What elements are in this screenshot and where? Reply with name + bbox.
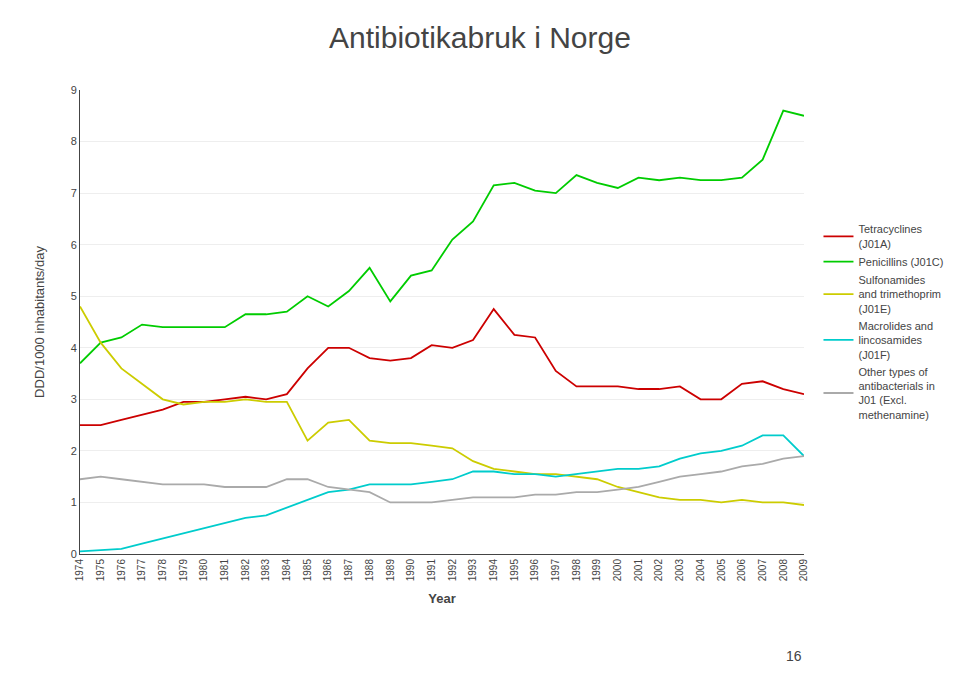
svg-text:2006: 2006: [736, 559, 747, 582]
svg-text:3: 3: [71, 393, 77, 405]
svg-text:2002: 2002: [653, 559, 664, 582]
svg-text:2000: 2000: [612, 559, 623, 582]
svg-text:1976: 1976: [116, 559, 127, 582]
svg-text:4: 4: [71, 342, 77, 354]
svg-text:0: 0: [71, 548, 77, 560]
svg-text:1993: 1993: [467, 559, 478, 582]
svg-text:1978: 1978: [157, 559, 168, 582]
svg-text:8: 8: [71, 135, 77, 147]
svg-text:1999: 1999: [591, 559, 602, 582]
svg-text:Macrolides andlincosamides(J01: Macrolides andlincosamides(J01F): [858, 320, 933, 361]
svg-text:7: 7: [71, 187, 77, 199]
svg-text:1990: 1990: [405, 559, 416, 582]
svg-text:1987: 1987: [343, 559, 354, 582]
svg-text:6: 6: [71, 239, 77, 251]
svg-text:1994: 1994: [488, 559, 499, 582]
svg-text:1995: 1995: [509, 559, 520, 582]
svg-text:2007: 2007: [757, 559, 768, 582]
svg-text:2009: 2009: [798, 559, 809, 582]
svg-text:2005: 2005: [716, 559, 727, 582]
svg-text:1997: 1997: [550, 559, 561, 582]
svg-text:Antibiotikabruk i Norge: Antibiotikabruk i Norge: [329, 21, 631, 54]
svg-text:1992: 1992: [447, 559, 458, 582]
svg-text:Penicillins (J01C): Penicillins (J01C): [858, 256, 943, 268]
svg-text:1981: 1981: [219, 559, 230, 582]
svg-text:Sulfonamidesand trimethoprim(J: Sulfonamidesand trimethoprim(J01E): [858, 274, 941, 315]
svg-text:2001: 2001: [633, 559, 644, 582]
svg-text:Other types ofantibacterials i: Other types ofantibacterials inJ01 (Excl…: [858, 366, 934, 421]
svg-text:1991: 1991: [426, 559, 437, 582]
svg-text:5: 5: [71, 290, 77, 302]
svg-text:1975: 1975: [95, 559, 106, 582]
svg-text:1998: 1998: [571, 559, 582, 582]
svg-text:2: 2: [71, 445, 77, 457]
svg-text:1986: 1986: [322, 559, 333, 582]
svg-text:1985: 1985: [302, 559, 313, 582]
svg-text:1983: 1983: [260, 559, 271, 582]
svg-text:1982: 1982: [240, 559, 251, 582]
svg-text:1979: 1979: [178, 559, 189, 582]
svg-text:2008: 2008: [778, 559, 789, 582]
svg-text:9: 9: [71, 84, 77, 96]
svg-text:1996: 1996: [529, 559, 540, 582]
svg-text:DDD/1000 inhabitants/day: DDD/1000 inhabitants/day: [32, 246, 47, 398]
svg-text:1: 1: [71, 496, 77, 508]
svg-text:1988: 1988: [364, 559, 375, 582]
svg-text:2004: 2004: [695, 559, 706, 582]
svg-text:1980: 1980: [198, 559, 209, 582]
svg-text:Year: Year: [428, 591, 455, 606]
svg-text:1984: 1984: [281, 559, 292, 582]
svg-text:16: 16: [786, 648, 802, 664]
svg-text:2003: 2003: [674, 559, 685, 582]
svg-text:Tetracyclines(J01A): Tetracyclines(J01A): [858, 223, 922, 249]
svg-text:1974: 1974: [74, 559, 85, 582]
svg-text:1989: 1989: [385, 559, 396, 582]
svg-text:1977: 1977: [136, 559, 147, 582]
